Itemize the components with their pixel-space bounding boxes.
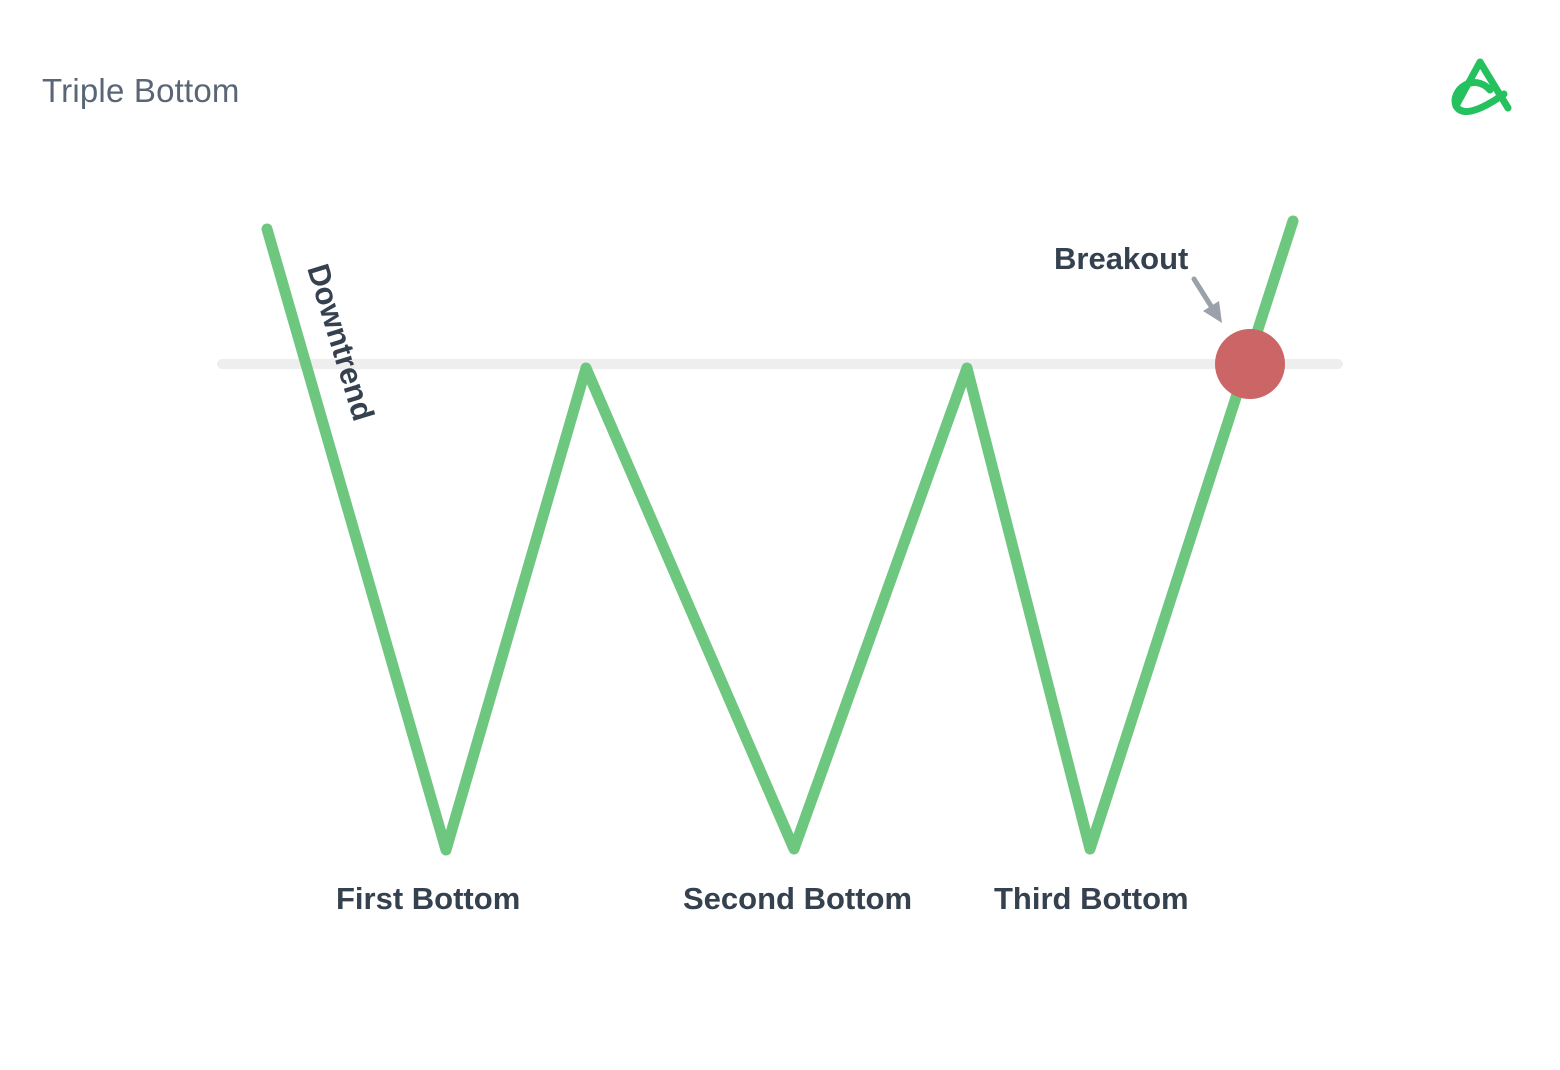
first-bottom-label: First Bottom — [336, 881, 520, 916]
second-bottom-label: Second Bottom — [683, 881, 912, 916]
third-bottom-label: Third Bottom — [994, 881, 1189, 916]
breakout-arrow-icon — [1191, 276, 1222, 323]
breakout-point — [1215, 329, 1285, 399]
breakout-label: Breakout — [1054, 241, 1188, 276]
diagram-title: Triple Bottom — [42, 72, 240, 109]
price-line — [261, 215, 1299, 856]
brand-logo-icon — [1451, 58, 1512, 115]
